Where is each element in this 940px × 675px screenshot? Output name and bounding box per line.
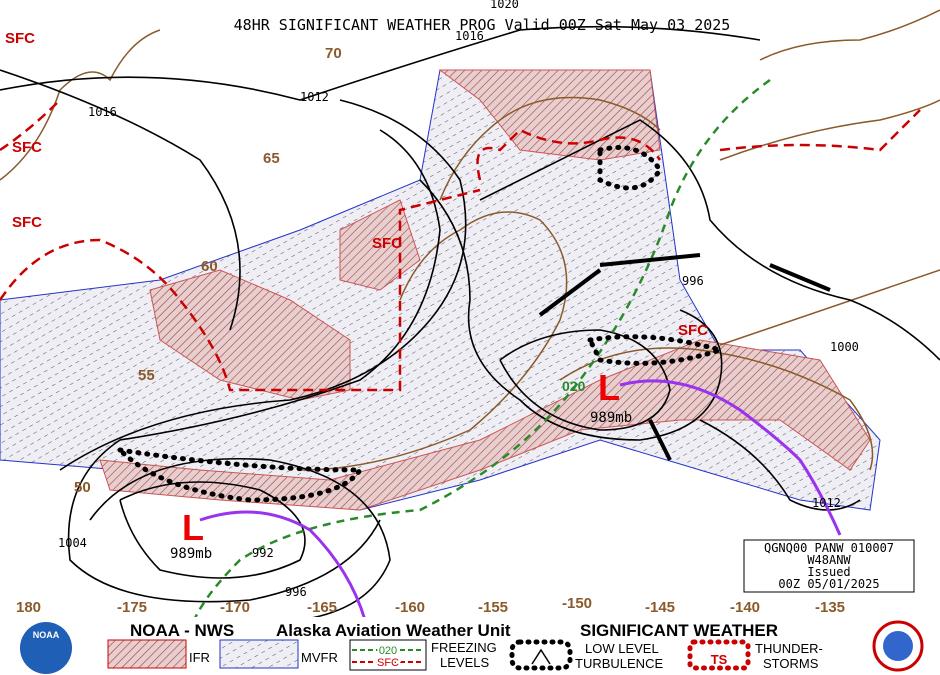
legend-freezing-level: 020 bbox=[379, 645, 397, 657]
issuance-line: Issued bbox=[807, 565, 850, 579]
map-title: 48HR SIGNIFICANT WEATHER PROG Valid 00Z … bbox=[234, 16, 731, 34]
sfc-label: SFC bbox=[5, 30, 35, 47]
longitude-label: -170 bbox=[220, 599, 250, 616]
longitude-label: -175 bbox=[117, 599, 147, 616]
longitude-label: -140 bbox=[730, 599, 760, 616]
freezing-level-label: 020 bbox=[562, 378, 586, 394]
isobar-label: 1020 bbox=[490, 0, 519, 11]
ifr-area bbox=[149, 269, 351, 401]
latitude-label: 60 bbox=[201, 258, 218, 275]
legend-turbulence: LOW LEVEL bbox=[585, 641, 659, 656]
legend-freezing-sfc: SFC bbox=[377, 657, 399, 669]
legend-turbulence: TURBULENCE bbox=[575, 656, 663, 671]
legend-ifr: IFR bbox=[189, 650, 210, 665]
coastlines bbox=[0, 9, 940, 471]
freezing-swatch bbox=[349, 639, 427, 671]
legend-freezing: LEVELS bbox=[440, 655, 489, 670]
longitude-label: -150 bbox=[562, 595, 592, 612]
legend-unit: Alaska Aviation Weather Unit bbox=[276, 621, 511, 640]
issuance-box bbox=[743, 539, 915, 593]
legend-freezing: FREEZING bbox=[431, 640, 497, 655]
legend-mvfr: MVFR bbox=[301, 650, 338, 665]
isobar-label: 996 bbox=[285, 585, 307, 599]
nws-logo-inner bbox=[883, 631, 913, 661]
legend-thunderstorms: STORMS bbox=[763, 656, 819, 671]
issuance-line: 00Z 05/01/2025 bbox=[778, 577, 879, 591]
low-symbol: L bbox=[182, 507, 204, 548]
longitude-label: -145 bbox=[645, 599, 675, 616]
legend-agency: NOAA - NWS bbox=[130, 621, 234, 640]
isobar-label: 1004 bbox=[58, 536, 87, 550]
isobar-label: 1012 bbox=[812, 496, 841, 510]
sfc-label: SFC bbox=[12, 214, 42, 231]
thunderstorm-swatch bbox=[687, 639, 751, 671]
longitude-label: -155 bbox=[478, 599, 508, 616]
ifr-swatch bbox=[107, 639, 187, 669]
noaa-logo-text: NOAA bbox=[33, 630, 60, 640]
longitude-label: -165 bbox=[307, 599, 337, 616]
isobar-label: 1016 bbox=[455, 29, 484, 43]
turbulence-swatch bbox=[509, 639, 573, 671]
latitude-label: 70 bbox=[325, 45, 342, 62]
low-pressure-label: 989mb bbox=[590, 410, 632, 426]
longitude-label: -160 bbox=[395, 599, 425, 616]
sfc-label: SFC bbox=[12, 139, 42, 156]
issuance-line: QGNQ00 PANW 010007 bbox=[764, 541, 894, 555]
freezing-level-line bbox=[188, 78, 771, 631]
occluded-fronts bbox=[199, 379, 842, 621]
isobar-label: 992 bbox=[252, 546, 274, 560]
latitude-label: 55 bbox=[138, 367, 155, 384]
isobar-label: 996 bbox=[682, 274, 704, 288]
troughs bbox=[538, 253, 831, 461]
low-pressure-label: 989mb bbox=[170, 546, 212, 562]
turbulence-areas bbox=[117, 145, 729, 503]
latitude-label: 65 bbox=[263, 150, 280, 167]
mvfr-swatch bbox=[219, 639, 299, 669]
issuance-line: W48ANW bbox=[807, 553, 851, 567]
legend-product: SIGNIFICANT WEATHER bbox=[580, 621, 778, 640]
latitude-label: 50 bbox=[74, 479, 91, 496]
longitude-label: 180 bbox=[16, 599, 41, 616]
longitude-label: -135 bbox=[815, 599, 845, 616]
legend-ts-symbol: TS bbox=[711, 652, 728, 667]
noaa-logo bbox=[20, 622, 72, 674]
freezing-sfc-lines bbox=[0, 99, 921, 392]
low-symbol: L bbox=[598, 367, 620, 408]
isobar-label: 1012 bbox=[300, 90, 329, 104]
legend-thunderstorms: THUNDER- bbox=[755, 641, 823, 656]
sfc-label: SFC bbox=[678, 322, 708, 339]
sfc-label: SFC bbox=[372, 235, 402, 252]
isobar-label: 1000 bbox=[830, 340, 859, 354]
turbulence-symbol bbox=[531, 648, 551, 665]
isobar-label: 1016 bbox=[88, 105, 117, 119]
